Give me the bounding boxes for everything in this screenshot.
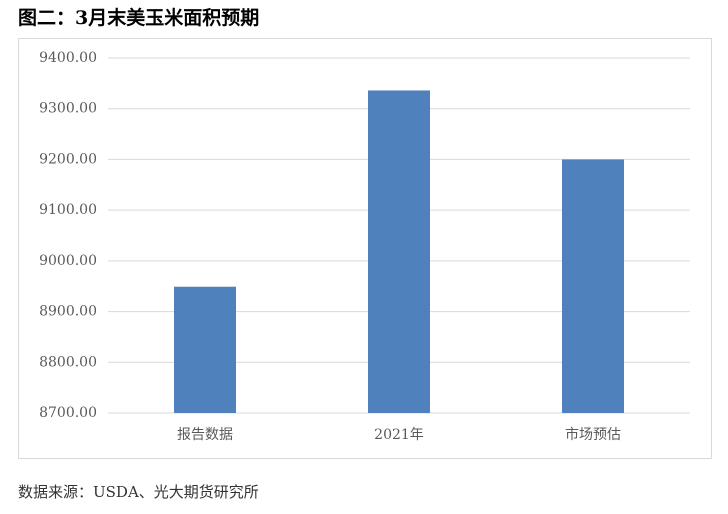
y-tick-label: 9300.00 (39, 101, 97, 117)
bar (368, 90, 430, 413)
bar (174, 286, 236, 413)
y-tick-label: 9100.00 (39, 202, 97, 218)
y-tick-label: 9200.00 (39, 151, 97, 167)
chart-frame (18, 38, 712, 459)
x-tick-label: 市场预估 (565, 426, 621, 443)
bar (562, 159, 624, 413)
source-note: 数据来源：USDA、光大期货研究所 (18, 483, 259, 501)
x-tick-label: 2021年 (374, 427, 424, 443)
y-tick-label: 8900.00 (39, 304, 97, 320)
x-tick-label: 报告数据 (177, 427, 233, 443)
y-tick-label: 9000.00 (39, 253, 97, 269)
y-tick-label: 8800.00 (39, 354, 97, 370)
y-tick-label: 8700.00 (39, 405, 97, 421)
y-tick-label: 9400.00 (39, 50, 97, 66)
chart-title: 图二：3月末美玉米面积预期 (18, 6, 259, 29)
